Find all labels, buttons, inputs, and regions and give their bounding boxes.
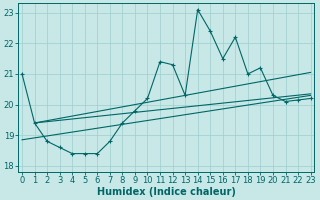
- X-axis label: Humidex (Indice chaleur): Humidex (Indice chaleur): [97, 187, 236, 197]
